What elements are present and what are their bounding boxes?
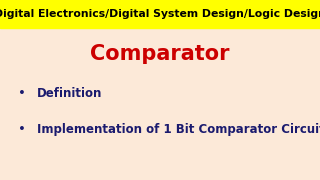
Text: Implementation of 1 Bit Comparator Circuit: Implementation of 1 Bit Comparator Circu…	[37, 123, 320, 136]
Text: Digital Electronics/Digital System Design/Logic Design: Digital Electronics/Digital System Desig…	[0, 9, 320, 19]
Text: Comparator: Comparator	[90, 44, 230, 64]
Text: •: •	[19, 123, 26, 136]
FancyBboxPatch shape	[0, 0, 320, 28]
Text: Definition: Definition	[37, 87, 102, 100]
Text: •: •	[19, 87, 26, 100]
